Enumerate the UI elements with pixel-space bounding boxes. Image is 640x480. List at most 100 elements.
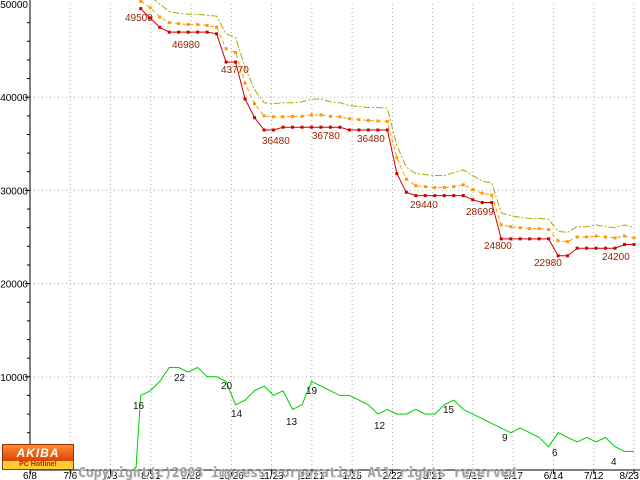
y-tick-label: 50000 — [0, 0, 28, 11]
marker-average-price — [518, 226, 522, 230]
y-tick-label: 30000 — [0, 186, 28, 197]
marker-average-price — [291, 114, 295, 118]
shop-count-label: 13 — [286, 417, 298, 428]
marker-lowest-price — [433, 194, 437, 198]
marker-average-price — [452, 185, 456, 189]
x-tick-label: 7/6 — [63, 471, 77, 480]
marker-average-price — [272, 115, 276, 119]
marker-average-price — [461, 183, 465, 187]
marker-lowest-price — [186, 30, 190, 34]
marker-lowest-price — [139, 7, 143, 11]
marker-average-price — [158, 15, 162, 19]
shop-count-label: 19 — [306, 386, 318, 397]
marker-average-price — [604, 235, 608, 239]
marker-lowest-price — [158, 25, 162, 29]
marker-lowest-price — [319, 125, 323, 129]
marker-average-price — [585, 235, 589, 239]
marker-average-price — [499, 223, 503, 227]
marker-average-price — [623, 234, 627, 238]
marker-average-price — [376, 119, 380, 123]
marker-lowest-price — [300, 125, 304, 129]
marker-average-price — [471, 187, 475, 191]
marker-lowest-price — [623, 242, 627, 246]
x-tick-label: 7/12 — [584, 471, 604, 480]
marker-average-price — [347, 117, 351, 121]
marker-lowest-price — [404, 190, 408, 194]
marker-average-price — [509, 225, 513, 229]
shop-count-label: 22 — [174, 373, 186, 384]
marker-average-price — [215, 25, 219, 29]
marker-lowest-price — [518, 237, 522, 241]
series-shop-count — [135, 366, 634, 471]
price-label: 36780 — [312, 131, 340, 142]
marker-average-price — [404, 177, 408, 181]
marker-average-price — [480, 191, 484, 195]
marker-lowest-price — [281, 125, 285, 129]
marker-average-price — [423, 185, 427, 189]
shop-count-label: 12 — [374, 421, 386, 432]
marker-lowest-price — [272, 128, 276, 132]
shop-count-label: 6 — [552, 448, 558, 459]
marker-lowest-price — [385, 128, 389, 132]
marker-average-price — [528, 227, 532, 231]
x-tick-label: 3/21 — [423, 471, 443, 480]
marker-average-price — [196, 23, 200, 27]
marker-lowest-price — [537, 237, 541, 241]
marker-average-price — [148, 6, 152, 10]
marker-lowest-price — [414, 194, 418, 198]
price-label: 46980 — [172, 40, 200, 51]
marker-average-price — [556, 239, 560, 243]
y-tick-label: 40000 — [0, 93, 28, 104]
series-highest-price — [153, 0, 635, 233]
marker-lowest-price — [205, 30, 209, 34]
marker-lowest-price — [528, 237, 532, 241]
marker-lowest-price — [442, 194, 446, 198]
marker-lowest-price — [376, 128, 380, 132]
x-tick-label: 12/21 — [299, 471, 324, 480]
marker-average-price — [575, 235, 579, 239]
marker-average-price — [395, 156, 399, 160]
marker-lowest-price — [499, 237, 503, 241]
shop-count-label: 15 — [443, 405, 455, 416]
marker-average-price — [139, 0, 143, 3]
series-lowest-price — [140, 8, 634, 257]
y-tick-label: 20000 — [0, 280, 28, 291]
marker-average-price — [566, 240, 570, 244]
shop-count-label: 14 — [231, 409, 243, 420]
marker-lowest-price — [452, 194, 456, 198]
marker-lowest-price — [471, 198, 475, 202]
shop-count-label: 20 — [221, 381, 233, 392]
x-tick-label: 8/31 — [141, 471, 161, 480]
copyright-line1: Copyright(c)2003 impress corporation All… — [78, 466, 525, 480]
x-tick-label: 11/23 — [259, 471, 284, 480]
x-tick-label: 6/8 — [23, 471, 37, 480]
marker-lowest-price — [604, 246, 608, 250]
marker-lowest-price — [366, 128, 370, 132]
marker-average-price — [224, 47, 228, 51]
y-tick-label: 10000 — [0, 373, 28, 384]
marker-average-price — [613, 236, 617, 240]
price-label: 24200 — [602, 252, 630, 263]
marker-average-price — [281, 115, 285, 119]
price-label: 36480 — [262, 136, 290, 147]
marker-average-price — [319, 113, 323, 117]
marker-lowest-price — [224, 60, 228, 64]
marker-average-price — [632, 236, 636, 240]
marker-average-price — [442, 186, 446, 190]
marker-average-price — [167, 21, 171, 25]
shop-count-label: 16 — [133, 401, 145, 412]
price-label: 49500 — [125, 13, 153, 24]
marker-average-price — [186, 23, 190, 27]
marker-lowest-price — [196, 30, 200, 34]
marker-lowest-price — [357, 128, 361, 132]
marker-average-price — [547, 228, 551, 232]
marker-lowest-price — [461, 194, 465, 198]
marker-average-price — [338, 115, 342, 119]
x-tick-label: 9/28 — [181, 471, 201, 480]
marker-lowest-price — [291, 125, 295, 129]
price-label: 36480 — [357, 134, 385, 145]
x-tick-label: 10/26 — [219, 471, 244, 480]
marker-lowest-price — [613, 246, 617, 250]
logo-akiba-text: AKIBA — [3, 445, 73, 461]
